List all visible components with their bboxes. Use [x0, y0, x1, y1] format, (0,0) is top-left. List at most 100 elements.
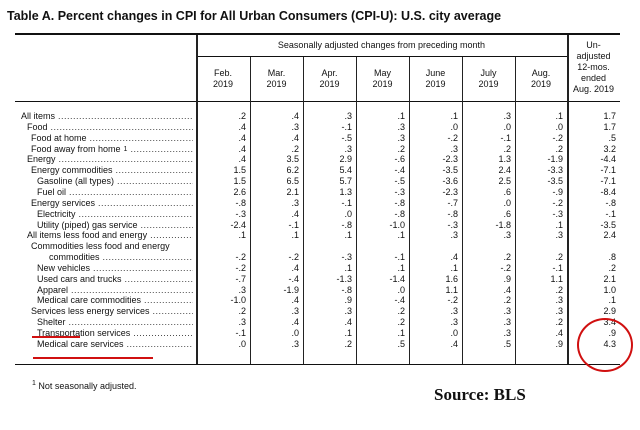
leader-dots: ........................................…: [89, 132, 193, 143]
cell-value: -.8: [394, 197, 405, 208]
cell-value: -.1: [341, 121, 352, 132]
cell-value: -1.4: [389, 273, 405, 284]
row-label-text: Medical care commodities: [37, 295, 142, 306]
row-label-text: Fuel oil: [37, 186, 67, 197]
cell-value: .2: [555, 143, 563, 154]
cell-value: 1.5: [233, 176, 246, 187]
cell-value: .8: [608, 252, 616, 263]
cell-value: .4: [238, 143, 246, 154]
cell-value: .1: [238, 230, 246, 241]
cell-value: .2: [503, 143, 511, 154]
cell-value: -3.3: [547, 165, 563, 176]
footnote: 1 Not seasonally adjusted.: [32, 380, 136, 391]
header-rule: [15, 101, 620, 102]
cell-value: -.3: [447, 219, 458, 230]
cell-value: .3: [450, 230, 458, 241]
cell-value: -.2: [447, 295, 458, 306]
header-line: 2019: [319, 79, 340, 89]
cell-value: .1: [344, 262, 352, 273]
cell-value: -.8: [605, 197, 616, 208]
table-row: Used cars and trucks....................…: [0, 274, 640, 285]
cell-value: .3: [555, 230, 563, 241]
cell-value: .0: [344, 208, 352, 219]
cell-value: .3: [291, 197, 299, 208]
header-line: 2019: [372, 79, 393, 89]
row-label: Food at home............................…: [31, 133, 193, 144]
cell-value: .2: [555, 317, 563, 328]
cell-value: .5: [608, 132, 616, 143]
column-header-month: Mar. 2019: [250, 68, 303, 90]
column-divider: [409, 57, 410, 364]
group-header: Seasonally adjusted changes from precedi…: [277, 40, 486, 50]
footnote-marker: 1: [32, 380, 36, 387]
leader-dots: ........................................…: [130, 143, 193, 154]
row-label: Transportation services.................…: [37, 328, 193, 339]
cell-value: .3: [450, 306, 458, 317]
cell-value: -.9: [552, 186, 563, 197]
cell-value: -.4: [288, 273, 299, 284]
table-row: Services less energy services...........…: [0, 306, 640, 317]
row-label: Energy..................................…: [27, 154, 193, 165]
row-label-text: Transportation services: [37, 328, 131, 338]
leader-dots: ........................................…: [133, 328, 193, 338]
cell-value: -.8: [447, 208, 458, 219]
cell-value: .3: [503, 328, 511, 338]
cell-value: 1.1: [445, 284, 458, 295]
row-label: All items less food and energy..........…: [27, 230, 193, 241]
cell-value: .6: [503, 186, 511, 197]
cell-value: .9: [344, 295, 352, 306]
row-label: Utility (piped) gas service.............…: [37, 220, 193, 231]
cell-value: .3: [450, 143, 458, 154]
header-line: July: [480, 68, 497, 78]
cell-value: -3.5: [600, 219, 616, 230]
leader-dots: ........................................…: [140, 219, 193, 230]
cell-value: 1.1: [550, 273, 563, 284]
cell-value: .2: [503, 295, 511, 306]
cell-value: .0: [291, 328, 299, 338]
row-label: Energy services.........................…: [31, 198, 193, 209]
cell-value: .2: [555, 284, 563, 295]
row-label: Services less energy services...........…: [31, 306, 193, 317]
cell-value: .2: [397, 143, 405, 154]
leader-dots: ........................................…: [50, 121, 193, 132]
cell-value: 1.6: [445, 273, 458, 284]
cell-value: .3: [291, 338, 299, 349]
leader-dots: ........................................…: [98, 197, 193, 208]
cell-value: -.8: [341, 219, 352, 230]
leader-dots: ........................................…: [58, 154, 193, 165]
cell-value: -.8: [235, 197, 246, 208]
cell-value: 2.1: [603, 273, 616, 284]
shelter-underline: [32, 336, 80, 338]
cell-value: -.1: [235, 328, 246, 338]
leader-dots: ........................................…: [152, 306, 193, 317]
table-row: commodities.............................…: [0, 252, 640, 263]
cell-value: -.8: [341, 284, 352, 295]
row-label: All items...............................…: [21, 111, 193, 122]
row-label: Food away from home 1....................…: [31, 144, 193, 155]
table-row: Transportation services.................…: [0, 328, 640, 339]
cell-value: -.8: [394, 208, 405, 219]
cell-value: -.1: [552, 262, 563, 273]
cell-value: .1: [291, 230, 299, 241]
cell-value: 6.5: [286, 176, 299, 187]
cell-value: .3: [238, 317, 246, 328]
cell-value: 2.6: [233, 186, 246, 197]
header-line: 2019: [212, 79, 234, 89]
column-divider: [196, 35, 198, 364]
cell-value: 1.7: [603, 111, 616, 121]
row-label: Apparel.................................…: [37, 285, 193, 296]
cell-value: .4: [291, 132, 299, 143]
cell-value: -1.3: [336, 273, 352, 284]
column-divider: [567, 35, 569, 364]
leader-dots: ........................................…: [93, 262, 193, 273]
header-line: Aug.: [531, 68, 551, 78]
leader-dots: ........................................…: [78, 208, 193, 219]
cell-value: .4: [291, 262, 299, 273]
header-line: 12-mos.: [577, 62, 610, 72]
cell-value: -.3: [552, 208, 563, 219]
cell-value: -.6: [394, 154, 405, 165]
leader-dots: ........................................…: [68, 317, 193, 328]
cell-value: .1: [555, 219, 563, 230]
table-row: Food at home............................…: [0, 133, 640, 144]
table-row: Food....................................…: [0, 122, 640, 133]
